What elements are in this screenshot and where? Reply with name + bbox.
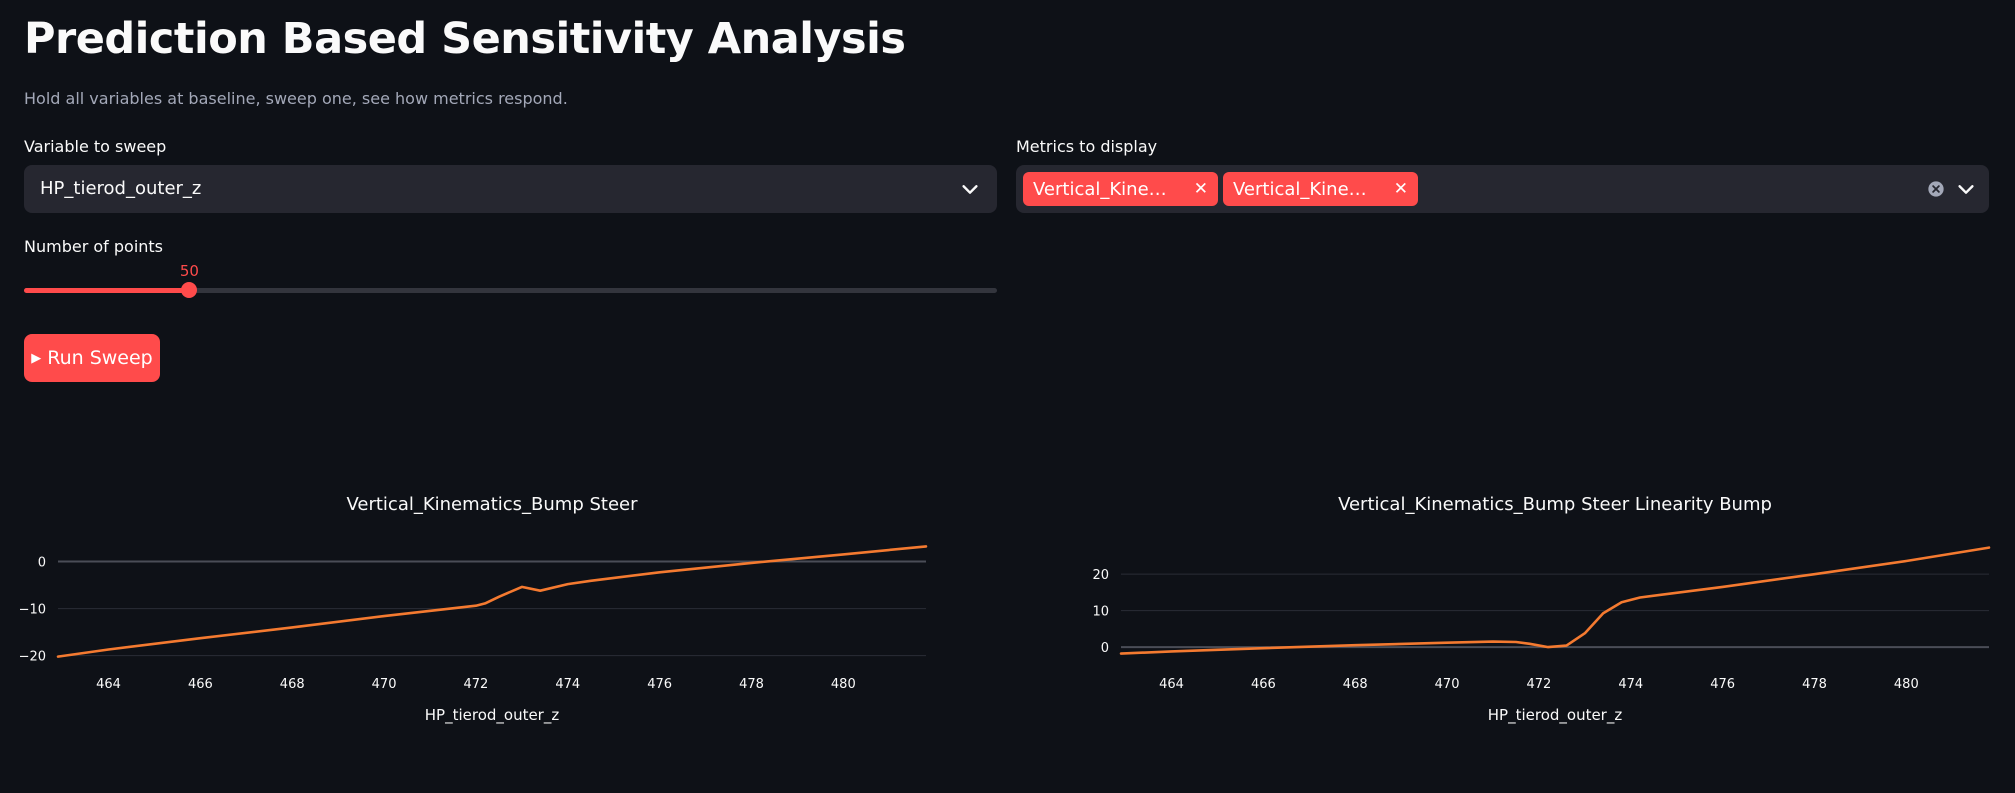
x-tick-label: 476 (1710, 677, 1735, 692)
points-label: Number of points (24, 237, 164, 256)
metric-chip[interactable]: Vertical_Kinematics_Bump Steer ✕ (1023, 172, 1218, 206)
variable-label: Variable to sweep (24, 137, 167, 156)
metrics-label: Metrics to display (1016, 137, 1158, 156)
x-tick-label: 474 (1618, 677, 1643, 692)
x-tick-label: 478 (739, 677, 764, 692)
x-tick-label: 472 (1527, 677, 1552, 692)
x-tick-label: 474 (555, 677, 580, 692)
metric-chip-label: Vertical_Kinematics_Bump Steer Linearity… (1233, 178, 1384, 200)
variable-select-value: HP_tierod_outer_z (40, 178, 202, 199)
chart-bump-steer-linearity: Vertical_Kinematics_Bump Steer Linearity… (1010, 480, 2010, 744)
y-tick-label: 20 (1092, 568, 1109, 583)
y-tick-label: −10 (19, 603, 46, 618)
close-icon[interactable]: ✕ (1193, 179, 1208, 199)
series-line (56, 545, 928, 658)
points-slider-value: 50 (179, 262, 199, 280)
x-tick-label: 468 (280, 677, 305, 692)
x-tick-label: 468 (1343, 677, 1368, 692)
x-tick-label: 466 (1251, 677, 1276, 692)
close-icon[interactable]: ✕ (1393, 179, 1408, 199)
metric-chip[interactable]: Vertical_Kinematics_Bump Steer Linearity… (1223, 172, 1418, 206)
x-tick-label: 470 (372, 677, 397, 692)
metrics-multiselect[interactable]: Vertical_Kinematics_Bump Steer ✕ Vertica… (1016, 165, 1989, 213)
y-tick-label: 10 (1092, 605, 1109, 620)
slider-fill (24, 288, 190, 293)
run-sweep-button[interactable]: ▶ Run Sweep (24, 334, 160, 382)
line-chart-svg: Vertical_Kinematics_Bump Steer 0 −10 −20 464… (19, 494, 928, 725)
x-tick-label: 466 (188, 677, 213, 692)
chevron-down-icon[interactable] (959, 178, 981, 200)
page-subtitle: Hold all variables at baseline, sweep on… (24, 89, 568, 108)
page-title: Prediction Based Sensitivity Analysis (24, 14, 906, 64)
x-tick-label: 464 (96, 677, 121, 692)
x-tick-label: 480 (1894, 677, 1919, 692)
run-sweep-label: Run Sweep (47, 347, 153, 369)
x-tick-label: 478 (1802, 677, 1827, 692)
slider-thumb[interactable] (181, 282, 198, 298)
x-tick-label: 464 (1159, 677, 1184, 692)
x-tick-label: 470 (1435, 677, 1460, 692)
x-tick-label: 476 (647, 677, 672, 692)
x-axis-label: HP_tierod_outer_z (1488, 706, 1623, 725)
x-axis-label: HP_tierod_outer_z (425, 706, 560, 725)
chart-title: Vertical_Kinematics_Bump Steer Linearity… (1338, 494, 1772, 515)
play-icon: ▶ (31, 350, 42, 366)
chart-bump-steer: Vertical_Kinematics_Bump Steer 0 −10 −20 464… (0, 480, 1000, 744)
series-line (1119, 546, 1991, 655)
clear-circle-icon[interactable] (1927, 180, 1945, 198)
x-tick-label: 480 (831, 677, 856, 692)
y-tick-label: −20 (19, 650, 46, 665)
y-tick-label: 0 (38, 555, 46, 570)
line-chart-svg: Vertical_Kinematics_Bump Steer Linearity… (1092, 494, 1991, 725)
x-tick-label: 472 (464, 677, 489, 692)
metric-chip-label: Vertical_Kinematics_Bump Steer (1033, 178, 1184, 200)
variable-select[interactable]: HP_tierod_outer_z (24, 165, 997, 213)
points-slider[interactable] (24, 282, 997, 298)
chevron-down-icon[interactable] (1955, 178, 1977, 200)
chart-title: Vertical_Kinematics_Bump Steer (346, 494, 638, 515)
y-tick-label: 0 (1101, 641, 1109, 656)
